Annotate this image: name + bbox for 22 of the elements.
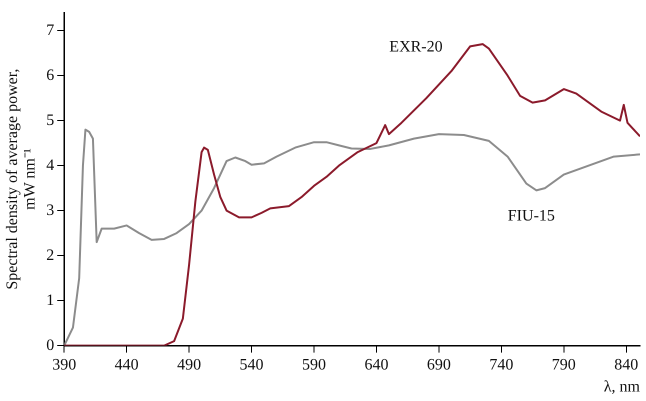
x-tick-label: 390 xyxy=(52,356,76,374)
x-axis-title: λ, nm xyxy=(604,378,641,396)
y-axis-title: Spectral density of average power, mW nm⁻¹ xyxy=(4,68,39,290)
y-tick-label: 0 xyxy=(46,336,54,354)
y-tick-label: 1 xyxy=(46,292,54,309)
y-tick-label: 6 xyxy=(46,66,54,84)
y-tick-label: 4 xyxy=(46,156,54,174)
x-tick-label: 440 xyxy=(114,356,139,374)
series-label: EXR-20 xyxy=(389,38,443,56)
y-tick-label: 2 xyxy=(46,246,54,264)
series-label: FIU-15 xyxy=(508,208,555,225)
x-tick-label: 690 xyxy=(426,356,451,374)
x-tick-label: 740 xyxy=(489,356,514,374)
y-tick-label: 3 xyxy=(46,202,54,219)
x-tick-label: 840 xyxy=(614,356,638,374)
x-tick-label: 790 xyxy=(552,356,576,374)
y-tick-label: 7 xyxy=(46,22,54,39)
x-tick-label: 540 xyxy=(240,356,264,374)
x-tick-label: 490 xyxy=(177,356,202,374)
x-tick-label: 640 xyxy=(364,356,388,374)
y-tick-label: 5 xyxy=(46,112,54,129)
x-tick-label: 590 xyxy=(302,356,326,374)
